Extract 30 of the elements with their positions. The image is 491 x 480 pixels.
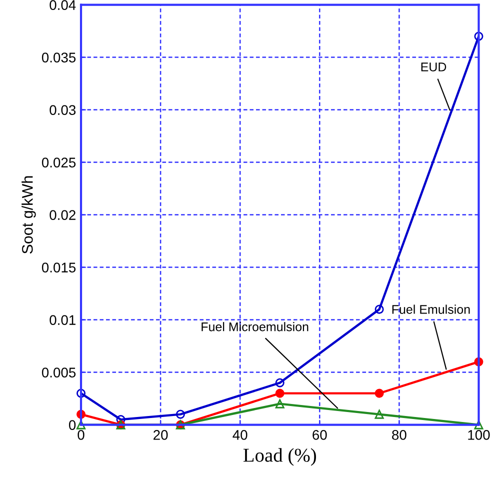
x-tick-label: 60	[312, 430, 327, 440]
point	[474, 32, 484, 41]
y-tick-label: 0.02	[50, 210, 76, 220]
y-tick-label: 0.005	[42, 368, 76, 378]
point	[275, 388, 284, 398]
x-tick-label: 80	[392, 430, 406, 440]
y-tick-label: 0.03	[50, 105, 76, 115]
x-tick-label: 100	[468, 430, 490, 440]
text: Fuel Emulsion	[392, 304, 470, 314]
y-axis-title: Soot g/kWh	[22, 176, 36, 254]
series-label: EUD	[421, 62, 446, 72]
point	[76, 388, 86, 398]
x-tick-label: 40	[232, 430, 248, 440]
point	[474, 420, 484, 430]
text: Fuel Microemulsion	[202, 322, 308, 332]
point	[275, 378, 284, 388]
x-tick-label: 0	[78, 430, 84, 440]
point	[374, 410, 384, 419]
y-tick-label: 0	[68, 420, 76, 430]
x-tick-label: 20	[154, 430, 168, 440]
point	[374, 388, 384, 398]
point	[374, 304, 384, 314]
x-axis-title: Load (%)	[243, 448, 316, 466]
point	[275, 399, 284, 408]
y-tick-label: 0.015	[42, 262, 76, 272]
y-tick-label: 0.01	[50, 315, 76, 325]
y-tick-label: 0.025	[42, 158, 76, 168]
point	[176, 410, 185, 419]
y-tick-label: 0.035	[42, 52, 76, 62]
y-tick-label: 0.04	[50, 0, 76, 10]
